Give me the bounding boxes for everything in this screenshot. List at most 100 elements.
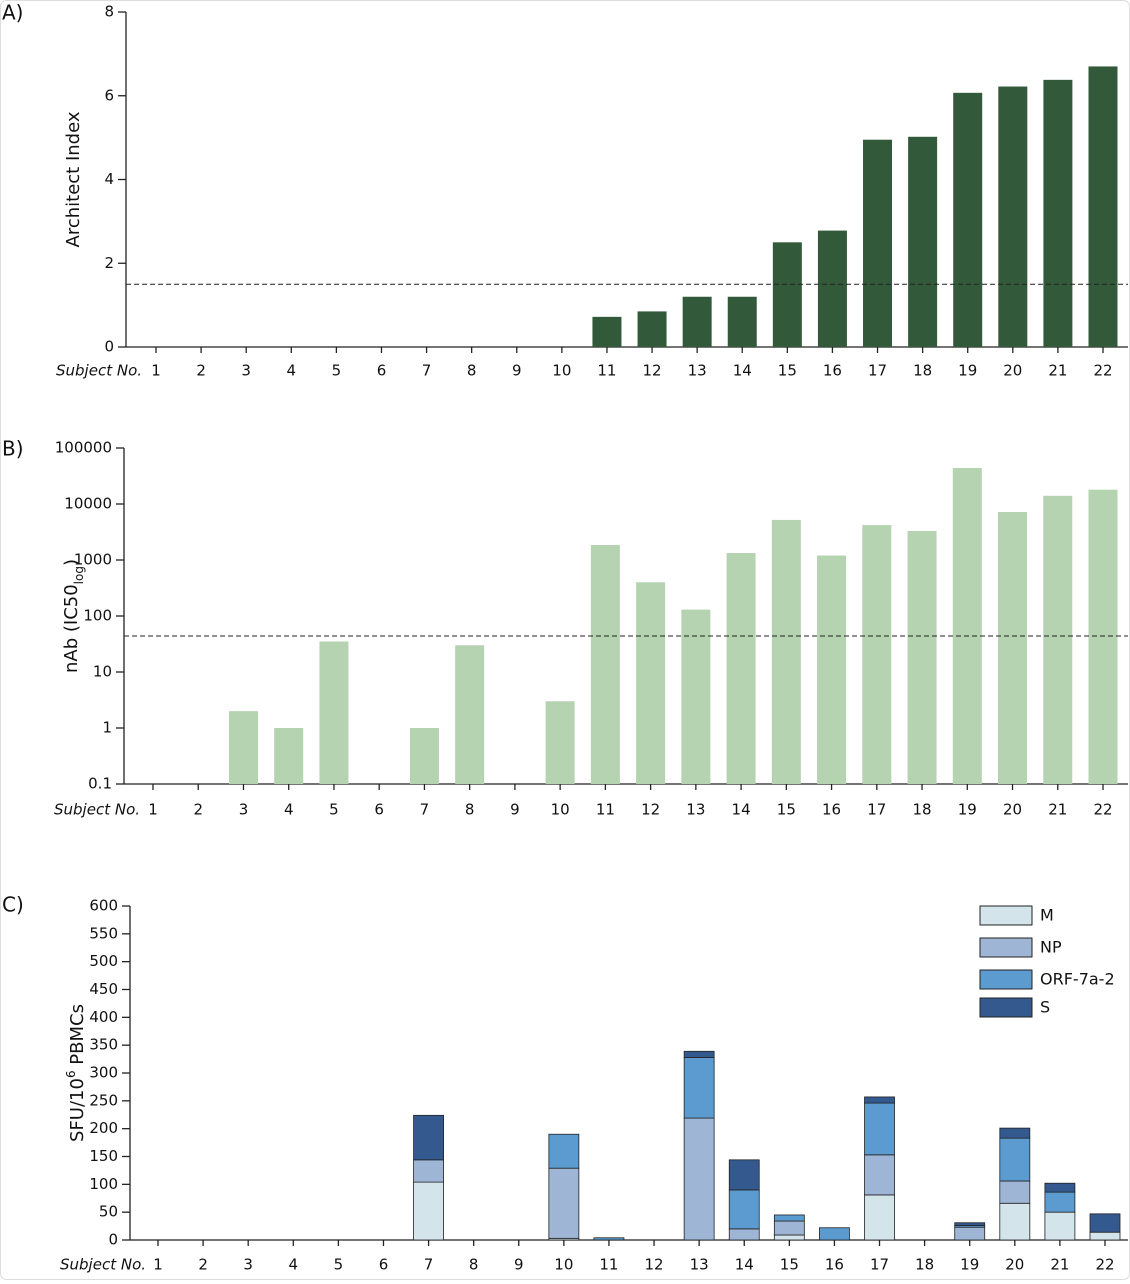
bar-segment <box>1089 1213 1121 1233</box>
y-tick-label: 50 <box>99 1203 118 1221</box>
x-tick-label: 22 <box>1093 801 1112 819</box>
x-tick-label: 2 <box>198 1256 208 1274</box>
bar <box>1088 489 1118 784</box>
x-tick-label: 13 <box>686 801 705 819</box>
bar-segment <box>413 1159 444 1183</box>
x-tick-label: 18 <box>913 801 932 819</box>
bar <box>1043 495 1073 784</box>
x-tick-label: 6 <box>379 1256 389 1274</box>
panel-label: A) <box>2 1 23 25</box>
x-tick-label: 12 <box>645 1256 664 1274</box>
bar <box>319 641 349 784</box>
y-tick-label: 10000 <box>64 495 112 513</box>
x-axis-label: Subject No. <box>56 362 142 380</box>
y-label-text: SFU/10 <box>67 1078 88 1142</box>
x-tick-label: 6 <box>377 362 387 380</box>
bar <box>274 728 304 784</box>
x-tick-label: 8 <box>467 362 477 380</box>
y-label-text: nAb (IC50 <box>61 584 82 673</box>
y-tick-label: 500 <box>89 952 118 970</box>
x-tick-label: 10 <box>551 801 570 819</box>
bar-segment <box>728 1159 760 1191</box>
y-tick-label: 6 <box>104 86 114 104</box>
y-tick-label: 600 <box>89 897 118 915</box>
x-tick-label: 21 <box>1048 801 1067 819</box>
y-tick-label: 2 <box>104 254 114 272</box>
x-tick-label: 22 <box>1093 362 1112 380</box>
bar <box>409 728 439 784</box>
x-tick-label: 20 <box>1005 1256 1024 1274</box>
x-axis-label: Subject No. <box>60 1256 146 1274</box>
bar <box>817 230 847 347</box>
x-tick-label: 3 <box>241 362 251 380</box>
legend-label: NP <box>1040 938 1062 957</box>
x-tick-label: 5 <box>329 801 339 819</box>
x-tick-label: 11 <box>597 362 616 380</box>
bar <box>907 530 937 784</box>
bar-segment <box>773 1234 805 1241</box>
x-tick-label: 5 <box>334 1256 344 1274</box>
x-tick-label: 2 <box>193 801 203 819</box>
bar <box>455 645 485 784</box>
y-tick-label: 0 <box>108 1231 118 1249</box>
y-tick-label: 100000 <box>55 439 112 457</box>
x-tick-label: 14 <box>732 801 751 819</box>
x-tick-label: 4 <box>284 801 294 819</box>
y-tick-label: 0.1 <box>88 775 112 793</box>
bar <box>952 467 982 784</box>
x-tick-label: 17 <box>867 801 886 819</box>
bar-segment <box>999 1137 1031 1182</box>
bar-segment <box>728 1189 760 1230</box>
y-tick-label: 250 <box>89 1091 118 1109</box>
bar <box>727 296 757 347</box>
legend-label: ORF-7a-2 <box>1040 970 1115 989</box>
x-tick-label: 6 <box>374 801 384 819</box>
bar-segment <box>1044 1191 1076 1213</box>
x-tick-label: 15 <box>778 362 797 380</box>
x-tick-label: 13 <box>688 362 707 380</box>
bar <box>590 545 620 784</box>
bar <box>998 86 1028 347</box>
bar <box>682 296 712 347</box>
x-tick-label: 9 <box>510 801 520 819</box>
x-tick-label: 4 <box>287 362 297 380</box>
y-tick-label: 400 <box>89 1008 118 1026</box>
bar-segment <box>548 1133 580 1169</box>
bar-segment <box>864 1096 895 1104</box>
bar <box>862 525 892 784</box>
bar-segment <box>999 1202 1031 1241</box>
bar <box>772 242 802 347</box>
y-axis-label: Architect Index <box>63 111 84 247</box>
bar <box>726 553 756 784</box>
x-tick-label: 7 <box>420 801 430 819</box>
x-tick-label: 17 <box>870 1256 889 1274</box>
bar-segment <box>864 1102 895 1156</box>
bar-segment <box>864 1194 895 1241</box>
legend-swatch <box>979 997 1033 1018</box>
x-tick-label: 3 <box>243 1256 253 1274</box>
bar <box>228 711 258 784</box>
y-label-text: Architect Index <box>63 111 84 247</box>
bar-segment <box>683 1057 715 1119</box>
bar-segment <box>728 1228 760 1241</box>
x-tick-label: 14 <box>733 362 752 380</box>
bar-segment <box>999 1127 1031 1139</box>
x-tick-label: 20 <box>1003 362 1022 380</box>
x-tick-label: 7 <box>422 362 432 380</box>
x-tick-label: 7 <box>424 1256 434 1274</box>
x-tick-label: 18 <box>913 362 932 380</box>
x-tick-label: 16 <box>825 1256 844 1274</box>
x-tick-label: 10 <box>554 1256 573 1274</box>
legend-swatch <box>979 969 1033 990</box>
bar-segment <box>1089 1231 1121 1241</box>
y-tick-label: 200 <box>89 1119 118 1137</box>
x-tick-label: 8 <box>465 801 475 819</box>
panel-label: C) <box>2 893 24 917</box>
x-tick-label: 9 <box>514 1256 524 1274</box>
bar <box>592 316 622 347</box>
x-tick-label: 21 <box>1048 362 1067 380</box>
y-axis-label: nAb (IC50log) <box>61 559 86 673</box>
bar-segment <box>413 1114 444 1161</box>
y-tick-label: 100 <box>83 607 112 625</box>
